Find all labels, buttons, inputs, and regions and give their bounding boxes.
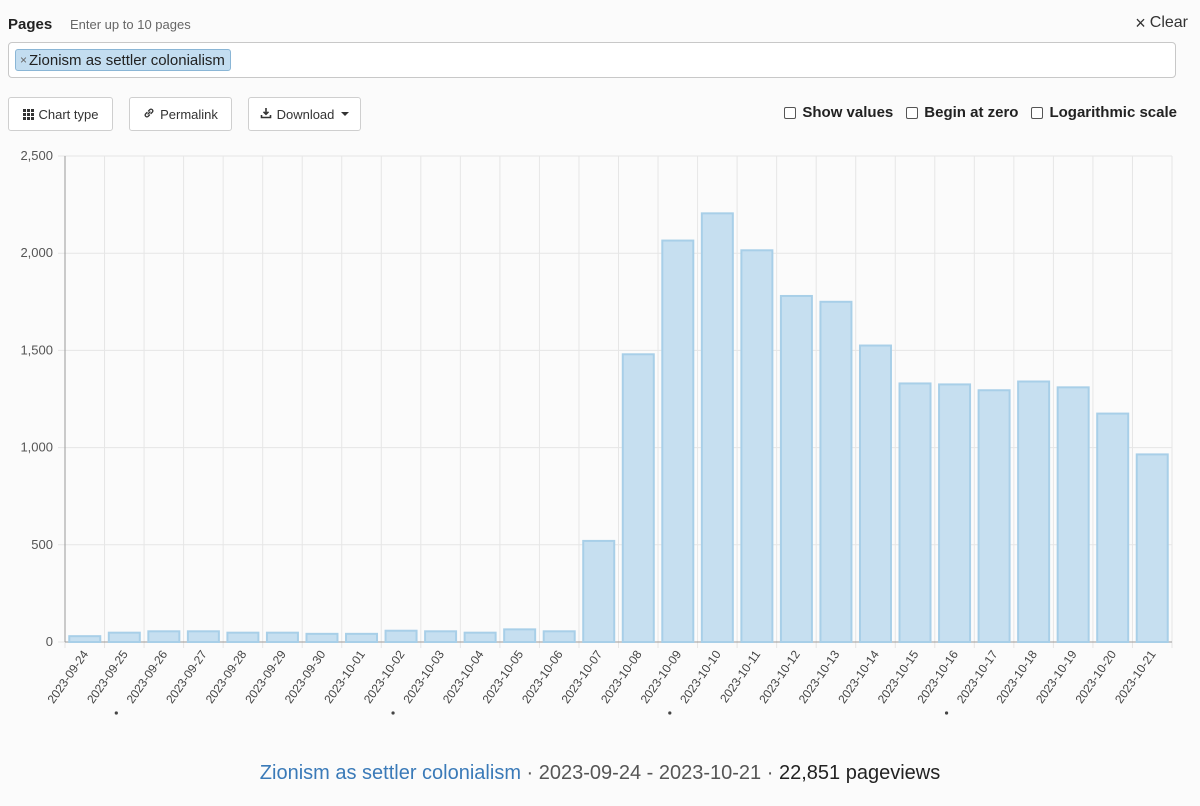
bar bbox=[384, 629, 418, 643]
remove-tag-icon[interactable]: × bbox=[20, 53, 28, 67]
log-scale-label: Logarithmic scale bbox=[1049, 104, 1177, 121]
pages-input[interactable]: × Zionism as settler colonialism bbox=[8, 42, 1176, 78]
bar bbox=[107, 631, 141, 643]
show-values-toggle[interactable]: Show values bbox=[784, 104, 893, 121]
y-tick-label: 1,000 bbox=[20, 440, 53, 455]
grid-icon bbox=[22, 108, 34, 120]
download-label: Download bbox=[276, 106, 335, 122]
tick-marker bbox=[391, 711, 395, 715]
pages-label: Pages bbox=[8, 16, 53, 33]
bar bbox=[898, 382, 932, 643]
y-tick-label: 0 bbox=[46, 634, 53, 649]
x-tick-label: 2023-10-21 bbox=[1112, 647, 1159, 706]
begin-at-zero-checkbox[interactable] bbox=[906, 106, 919, 119]
bar bbox=[345, 632, 379, 644]
clear-label: Clear bbox=[1149, 14, 1188, 31]
tick-marker bbox=[944, 711, 949, 715]
close-icon: × bbox=[1135, 13, 1146, 33]
bar bbox=[858, 344, 892, 643]
y-tick-label: 500 bbox=[31, 537, 53, 552]
bar bbox=[938, 383, 972, 643]
bar bbox=[186, 630, 220, 644]
bar bbox=[700, 212, 734, 644]
bar bbox=[1096, 412, 1130, 643]
bar bbox=[779, 294, 813, 644]
article-link[interactable]: Zionism as settler colonialism bbox=[259, 762, 521, 784]
chevron-down-icon bbox=[341, 112, 350, 116]
download-button[interactable]: Download bbox=[248, 97, 361, 131]
log-scale-checkbox[interactable] bbox=[1031, 106, 1044, 119]
pageviews-total: 22,851 pageviews bbox=[778, 762, 941, 784]
bar bbox=[503, 628, 537, 644]
clear-button[interactable]: × Clear bbox=[1135, 14, 1188, 32]
date-range: 2023-09-24 - 2023-10-21 bbox=[538, 762, 762, 784]
bar bbox=[661, 239, 695, 644]
show-values-label: Show values bbox=[802, 104, 894, 121]
link-icon bbox=[143, 107, 155, 122]
separator: · bbox=[526, 762, 534, 784]
bar bbox=[147, 630, 181, 644]
chart-options: Show values Begin at zero Logarithmic sc… bbox=[784, 104, 1177, 121]
pages-hint: Enter up to 10 pages bbox=[70, 17, 191, 32]
y-tick-label: 2,000 bbox=[20, 245, 53, 260]
show-values-checkbox[interactable] bbox=[784, 106, 797, 119]
y-tick-label: 1,500 bbox=[20, 342, 53, 357]
tick-marker bbox=[114, 711, 118, 715]
page-tag-label: Zionism as settler colonialism bbox=[29, 51, 225, 69]
bar bbox=[463, 631, 497, 643]
permalink-button[interactable]: Permalink bbox=[129, 97, 232, 131]
download-icon bbox=[260, 107, 272, 122]
bar bbox=[424, 630, 458, 644]
chart-type-button[interactable]: Chart type bbox=[8, 97, 113, 131]
bar bbox=[977, 389, 1011, 643]
log-scale-toggle[interactable]: Logarithmic scale bbox=[1031, 104, 1177, 121]
permalink-label: Permalink bbox=[160, 106, 218, 122]
begin-at-zero-toggle[interactable]: Begin at zero bbox=[906, 104, 1018, 121]
bar bbox=[819, 300, 853, 644]
chart-footer: Zionism as settler colonialism · 2023-09… bbox=[0, 762, 1200, 785]
pageviews-chart: 05001,0001,5002,0002,5002023-09-242023-0… bbox=[20, 148, 1173, 715]
bar bbox=[1056, 386, 1090, 643]
begin-at-zero-label: Begin at zero bbox=[924, 104, 1019, 121]
separator: · bbox=[766, 762, 774, 784]
bar bbox=[740, 249, 774, 643]
bar bbox=[226, 631, 260, 643]
bar bbox=[1017, 380, 1051, 643]
bar bbox=[305, 632, 339, 644]
bar bbox=[68, 635, 102, 643]
tick-marker bbox=[668, 711, 672, 715]
bar bbox=[582, 539, 616, 643]
bar bbox=[1135, 453, 1169, 643]
bar bbox=[265, 631, 299, 643]
chart-type-label: Chart type bbox=[38, 106, 99, 122]
bar bbox=[621, 353, 655, 643]
bar bbox=[542, 630, 576, 644]
y-tick-label: 2,500 bbox=[20, 148, 53, 163]
page-tag[interactable]: × Zionism as settler colonialism bbox=[15, 49, 231, 71]
